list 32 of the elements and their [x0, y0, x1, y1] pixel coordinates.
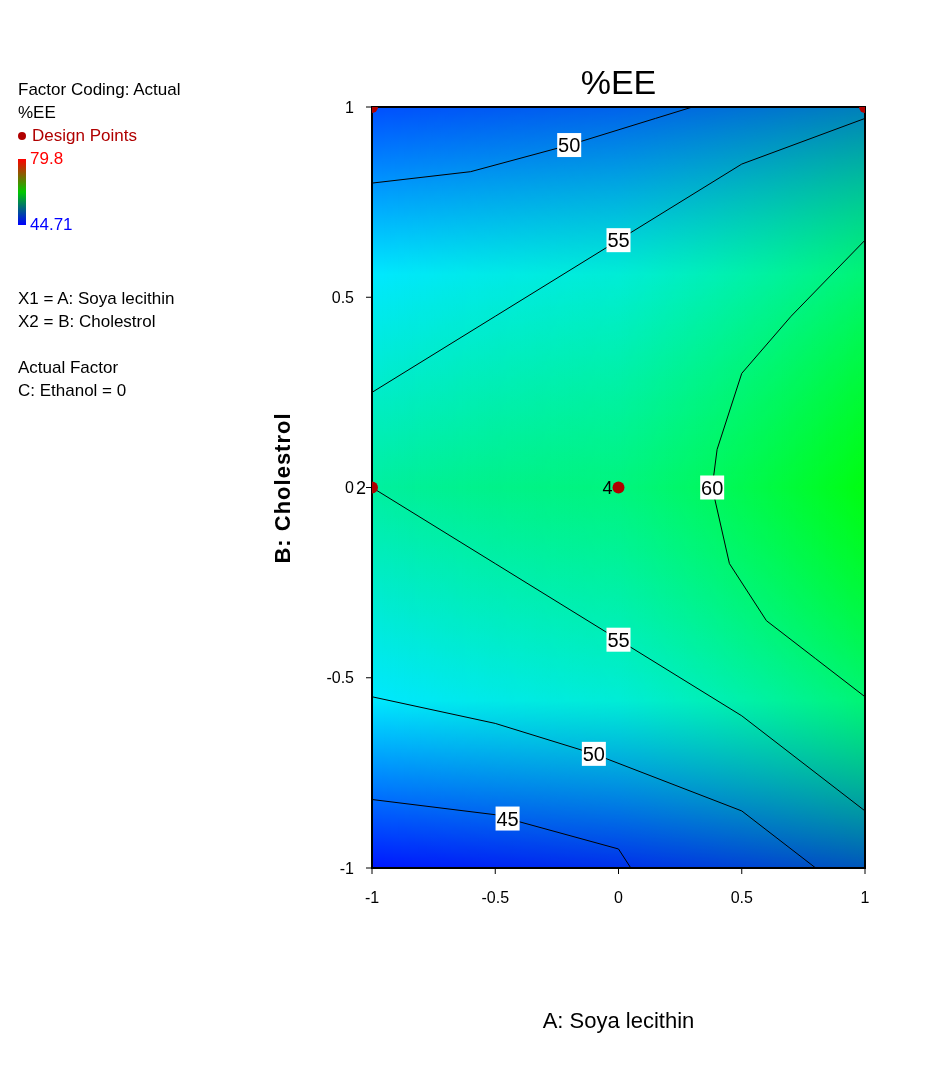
text: X2 = B: Cholestrol: [18, 311, 157, 333]
x-tick-label: 0.5: [730, 889, 753, 907]
line-series: [372, 696, 817, 868]
legend-label: Design Points: [31, 125, 138, 147]
series-label: 45: [496, 807, 519, 830]
x-axis-title: A: Soya lecithin: [541, 1008, 696, 1034]
series-label: 60: [701, 476, 724, 499]
y-tick-label: -1: [339, 859, 355, 877]
y-tick-label: -0.5: [326, 669, 355, 687]
x-tick-label: 0: [614, 889, 624, 907]
x-tick-label: 1: [860, 889, 870, 907]
text: Factor Coding: Actual: [18, 79, 181, 101]
y-axis-title: B: Cholestrol: [270, 412, 296, 564]
text: %EE: [18, 102, 57, 124]
series-label: 50: [582, 742, 605, 765]
text: Actual Factor: [18, 357, 120, 379]
color-bar-label: 44.71: [30, 215, 73, 234]
series-label: 50: [558, 134, 581, 157]
annotation: 2: [355, 477, 366, 498]
y-tick-label: 0: [345, 479, 355, 497]
x-tick-label: -0.5: [481, 889, 510, 907]
x-tick-label: -1: [364, 889, 380, 907]
annotation: 4: [602, 477, 613, 498]
text: X1 = A: Soya lecithin: [18, 288, 176, 310]
series-label: 55: [607, 229, 630, 252]
color-bar-label: 79.8: [30, 149, 64, 168]
chart-title: %EE: [579, 63, 658, 102]
y-tick-label: 1: [345, 98, 355, 116]
text: C: Ethanol = 0: [18, 380, 128, 402]
line-series: [372, 799, 632, 868]
series-label: 55: [607, 628, 630, 651]
y-tick-label: 0.5: [331, 288, 355, 306]
